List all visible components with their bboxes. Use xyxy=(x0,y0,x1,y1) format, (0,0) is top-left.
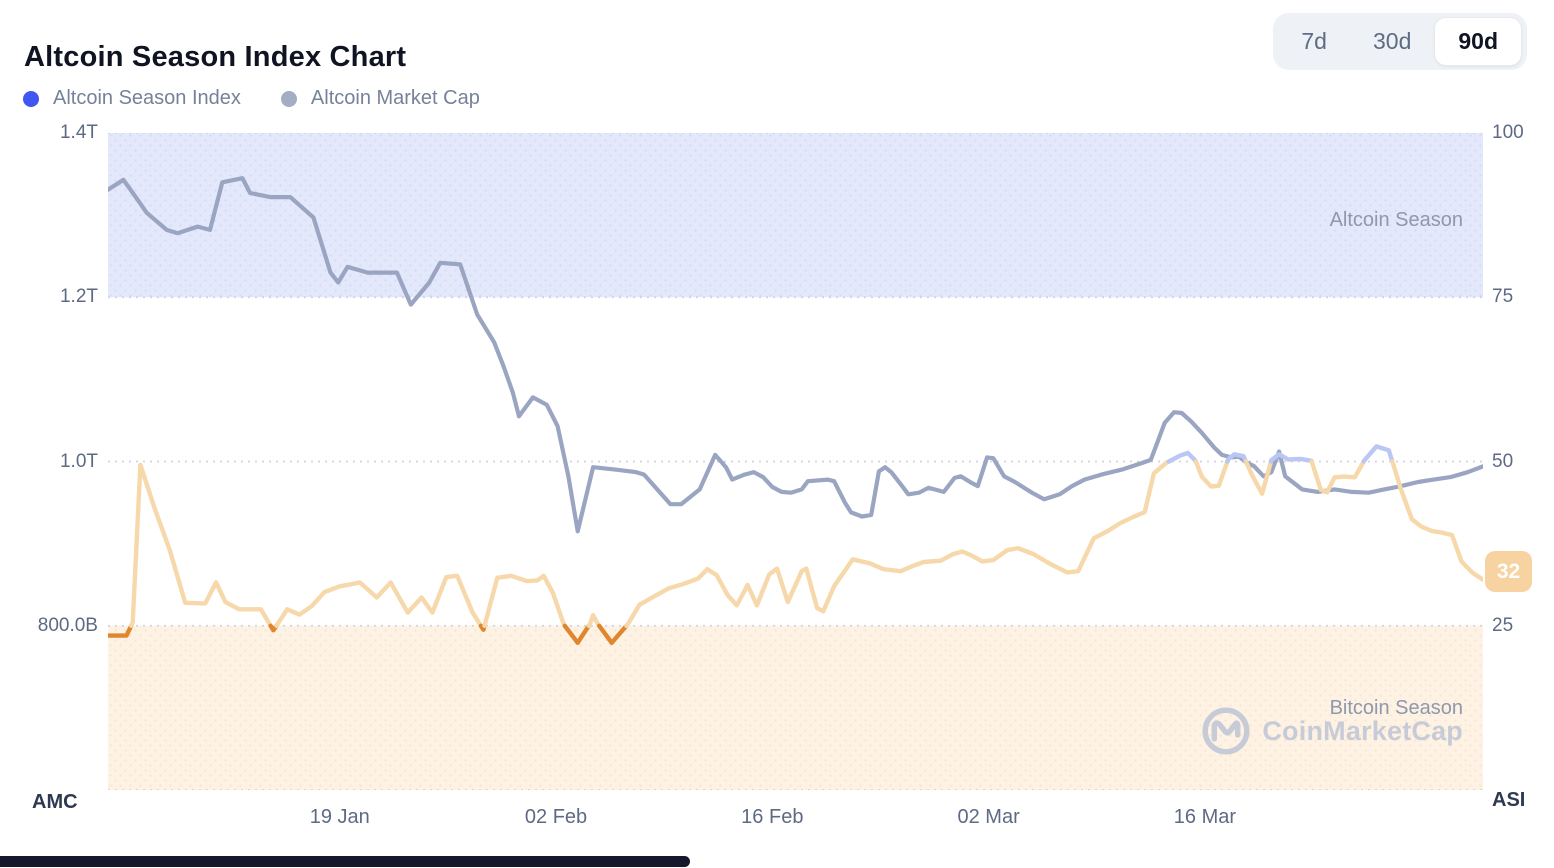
x-axis-tick: 16 Mar xyxy=(1173,806,1237,828)
left-axis-tick: 1.0T xyxy=(59,450,98,472)
bitcoin-season-band-label: Bitcoin Season xyxy=(1329,697,1463,719)
chart-legend: Altcoin Season Index Altcoin Market Cap xyxy=(23,87,480,110)
x-axis-tick: 19 Jan xyxy=(309,806,370,828)
asi-axis-label: ASI xyxy=(1492,789,1526,811)
altcoin-season-index-line-segment xyxy=(1193,459,1230,489)
bitcoin-season-band xyxy=(108,625,1483,790)
legend-label: Altcoin Season Index xyxy=(53,87,241,109)
altcoin-season-index-line-segment xyxy=(108,623,134,638)
altcoin-season-index-line-segment xyxy=(1361,444,1395,464)
right-axis-tick: 25 xyxy=(1492,614,1514,636)
left-axis-tick: 800.0B xyxy=(37,614,98,636)
range-switcher: 7d 30d 90d xyxy=(1273,13,1527,70)
range-button-90d[interactable]: 90d xyxy=(1434,17,1522,66)
left-axis-tick: 1.4T xyxy=(59,122,98,143)
altcoin-season-band xyxy=(108,133,1483,298)
range-button-30d[interactable]: 30d xyxy=(1350,17,1434,66)
altcoin-season-index-line-segment xyxy=(1225,452,1249,464)
altcoin-season-index-line-segment xyxy=(624,459,1172,628)
altcoin-season-index-line-segment xyxy=(1243,459,1274,496)
legend-dot xyxy=(23,90,39,107)
altcoin-season-index-line-segment xyxy=(274,573,484,628)
legend-item-market-cap[interactable]: Altcoin Market Cap xyxy=(280,87,480,110)
left-axis-tick: 1.2T xyxy=(59,286,98,308)
altcoin-season-index-line-segment xyxy=(586,613,602,628)
range-button-7d[interactable]: 7d xyxy=(1278,17,1350,66)
altcoin-season-index-line-segment xyxy=(562,623,591,645)
coinmarketcap-watermark: CoinMarketCap xyxy=(1200,705,1463,757)
page-title: Altcoin Season Index Chart xyxy=(24,41,407,74)
legend-label: Altcoin Market Cap xyxy=(310,87,480,109)
legend-dot xyxy=(280,90,297,107)
chart-plot-area[interactable] xyxy=(108,133,1483,790)
current-value-badge: 32 xyxy=(1485,551,1532,592)
coinmarketcap-logo-icon xyxy=(1202,707,1250,755)
watermark-text: CoinMarketCap xyxy=(1262,715,1463,746)
altcoin-season-band-label: Altcoin Season xyxy=(1329,209,1463,231)
amc-axis-label: AMC xyxy=(32,791,78,813)
right-axis-tick: 100 xyxy=(1492,122,1524,143)
altcoin-season-index-line-segment xyxy=(482,573,567,628)
altcoin-season-index-line-segment xyxy=(1390,459,1483,582)
legend-item-season-index[interactable]: Altcoin Season Index xyxy=(23,87,241,110)
altcoin-season-index-line-segment xyxy=(597,623,629,645)
right-axis-tick: 50 xyxy=(1492,450,1514,472)
altcoin-season-index-line-segment xyxy=(129,462,273,628)
x-axis-tick: 02 Mar xyxy=(957,806,1020,828)
right-axis-tick: 75 xyxy=(1492,286,1514,308)
x-axis-tick: 02 Feb xyxy=(524,806,588,828)
x-axis-tick: 16 Feb xyxy=(741,806,804,828)
horizontal-scrollbar[interactable] xyxy=(0,856,690,867)
altcoin-season-index-line-segment xyxy=(1166,450,1199,464)
altcoin-season-index-line-segment xyxy=(1309,459,1366,495)
